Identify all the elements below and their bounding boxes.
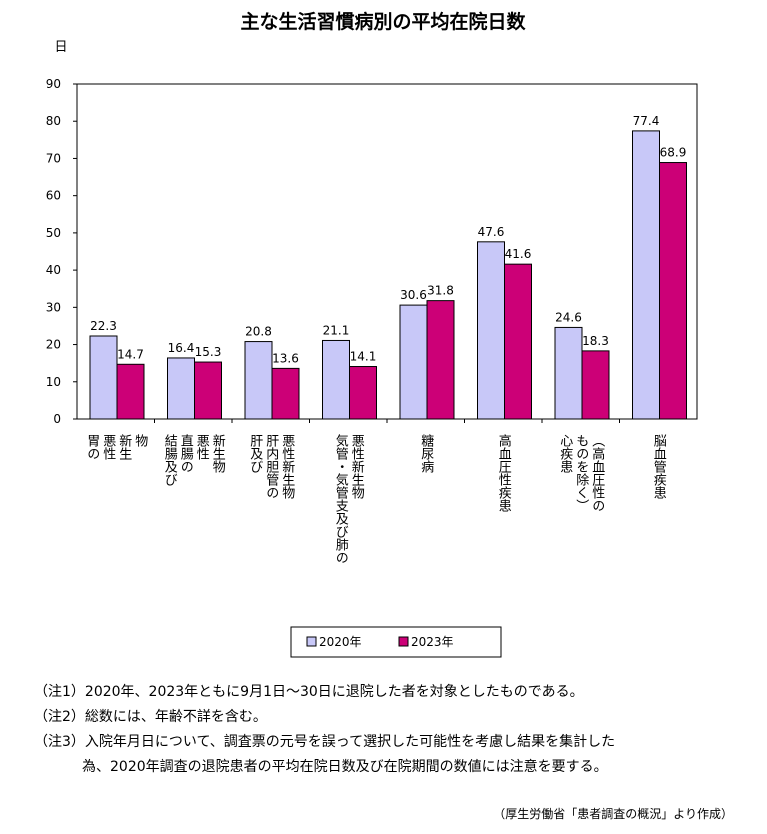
footnote-2: （注2）総数には、年齢不詳を含む。 xyxy=(34,709,267,725)
x-category-label: 新生 xyxy=(116,433,132,460)
bar-2020 xyxy=(89,335,118,420)
footnote-3: （注3）入院年月日について、調査票の元号を誤って選択した可能性を考慮し結果を集計… xyxy=(34,734,616,750)
y-tick-label: 90 xyxy=(46,77,61,91)
x-category-label: 結腸及び xyxy=(162,434,178,486)
x-category-label: 悪性新生物 xyxy=(279,434,295,500)
y-tick-label: 40 xyxy=(46,263,61,277)
bar-2020 xyxy=(477,241,505,420)
y-tick-label: 50 xyxy=(46,226,61,240)
x-category-label: 直腸の xyxy=(178,434,194,473)
bar-2020 xyxy=(554,326,583,420)
x-category-label: 糖尿病 xyxy=(418,433,434,473)
footnote-1: （注1）2020年、2023年ともに9月1日～30日に退院した者を対象としたもの… xyxy=(34,684,584,700)
chart-title: 主な生活習慣病別の平均在院日数 xyxy=(240,10,526,33)
bar-2020 xyxy=(244,341,273,420)
footnote-3-continued: 為、2020年調査の退院患者の平均在院日数及び在院期間の数値には注意を要する。 xyxy=(82,759,608,775)
y-tick-label: 30 xyxy=(46,300,61,314)
data-label: 30.6 xyxy=(400,288,427,302)
data-label: 47.6 xyxy=(478,225,505,239)
y-tick-label: 60 xyxy=(46,189,61,203)
data-label: 14.7 xyxy=(117,347,144,361)
data-label: 20.8 xyxy=(245,325,272,339)
footnotes: （注1）2020年、2023年ともに9月1日～30日に退院した者を対象としたもの… xyxy=(34,680,759,780)
bar-2023 xyxy=(349,366,377,420)
data-label: 15.3 xyxy=(195,345,222,359)
x-category-label: 悪性新生物 xyxy=(349,434,365,500)
bar-2020 xyxy=(399,304,428,420)
data-label: 14.1 xyxy=(350,350,377,364)
data-label: 13.6 xyxy=(272,351,299,365)
y-tick-label: 20 xyxy=(46,338,61,352)
x-category-label: 脳血管疾患 xyxy=(651,434,667,499)
data-label: 77.4 xyxy=(633,114,660,128)
x-category-label: 肝及び xyxy=(247,434,263,473)
legend-swatch-2020 xyxy=(306,636,317,647)
data-label: 24.6 xyxy=(555,310,582,324)
data-label: 21.1 xyxy=(323,323,350,337)
x-category-label: 物 xyxy=(132,434,148,448)
legend-label-2020: 2020年 xyxy=(319,635,362,649)
legend xyxy=(290,626,502,658)
x-category-label: 気管・気管支及び肺の xyxy=(333,433,349,564)
bar-2020 xyxy=(322,339,350,420)
y-axis-unit: 日 xyxy=(54,40,67,55)
y-tick-label: 0 xyxy=(53,412,61,426)
data-label: 68.9 xyxy=(660,146,687,160)
x-category-label: 胃の xyxy=(84,434,99,460)
x-category-label: ものを除く） xyxy=(573,434,589,512)
x-category-label: （高血圧性の xyxy=(589,434,605,512)
data-label: 41.6 xyxy=(505,247,532,261)
y-tick-label: 70 xyxy=(46,151,61,165)
x-category-label: 悪性 xyxy=(100,434,116,460)
bar-2020 xyxy=(632,130,660,420)
y-tick-label: 80 xyxy=(46,114,61,128)
bar-2023 xyxy=(581,350,610,420)
data-label: 16.4 xyxy=(168,341,195,355)
legend-label-2023: 2023年 xyxy=(411,635,454,649)
bar-2020 xyxy=(167,357,195,420)
x-category-label: 悪性 xyxy=(194,434,210,460)
y-tick-label: 10 xyxy=(46,375,61,389)
bar-chart: 主な生活習慣病別の平均在院日数 日 0 10 20 30 40 50 60 70 80 90 22.… xyxy=(46,10,698,658)
bar-2023 xyxy=(271,367,300,420)
data-label: 31.8 xyxy=(427,284,454,298)
bar-2023 xyxy=(659,162,687,420)
source-note: （厚生労働省「患者調査の概況」より作成） xyxy=(493,807,733,821)
x-category-label: 肝内胆管の xyxy=(263,434,279,499)
bar-2023 xyxy=(504,263,532,420)
legend-swatch-2023 xyxy=(398,636,409,647)
data-label: 18.3 xyxy=(582,334,609,348)
x-category-label: 新生物 xyxy=(210,433,226,474)
x-category-label: 高血圧性疾患 xyxy=(496,433,512,512)
bar-2023 xyxy=(194,361,222,420)
x-category-label: 心疾患 xyxy=(557,434,573,473)
bar-2023 xyxy=(426,300,455,420)
bar-2023 xyxy=(116,363,145,420)
data-label: 22.3 xyxy=(90,319,117,333)
